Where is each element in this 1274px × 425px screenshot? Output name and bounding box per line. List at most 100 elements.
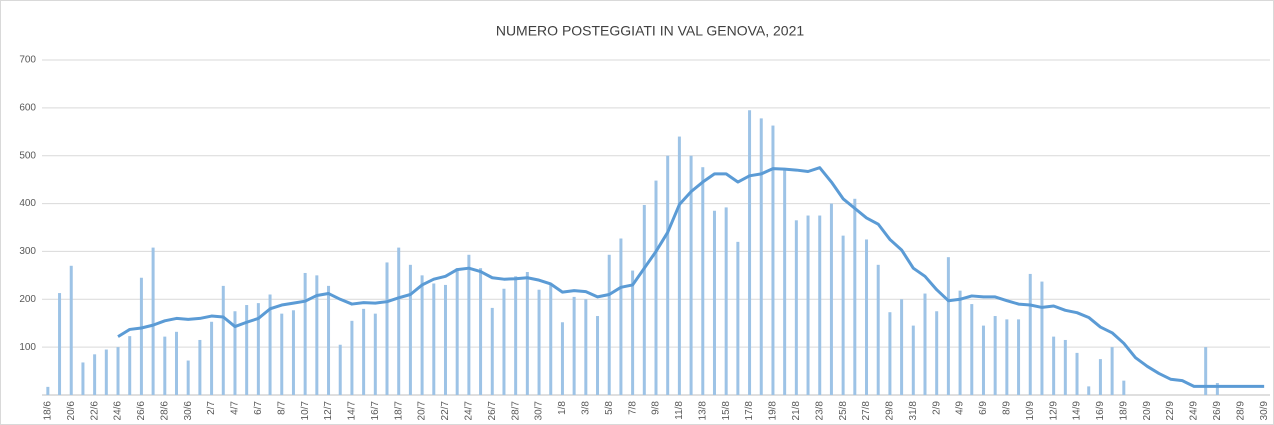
x-tick-label: 6/7 [253, 401, 264, 415]
bar [502, 288, 506, 395]
x-tick-label: 2/7 [206, 401, 217, 415]
x-tick-label: 11/8 [674, 401, 685, 420]
bar [514, 276, 518, 395]
bar [58, 293, 62, 395]
bar [666, 155, 670, 395]
bar [993, 316, 997, 395]
bar [315, 275, 319, 395]
bar [771, 125, 775, 396]
bar [46, 386, 50, 395]
bar [479, 268, 483, 395]
bar [373, 313, 377, 395]
x-tick-label: 14/9 [1072, 401, 1083, 421]
bar [268, 294, 272, 395]
bar [338, 344, 342, 395]
x-tick-label: 8/7 [276, 401, 287, 415]
bar [221, 285, 225, 395]
bar [841, 235, 845, 395]
x-tick-label: 17/8 [744, 401, 755, 421]
bar [584, 299, 588, 395]
y-tick-label: 300 [19, 246, 36, 257]
bar [888, 312, 892, 395]
x-tick-label: 26/9 [1212, 401, 1223, 421]
bar [631, 270, 635, 395]
bar [397, 247, 401, 395]
y-tick-label: 200 [19, 294, 36, 305]
bar [607, 254, 611, 395]
bar [490, 307, 494, 395]
x-tick-label: 3/8 [580, 401, 591, 415]
y-tick-label: 400 [19, 198, 36, 209]
bar [970, 304, 974, 395]
x-tick-label: 20/7 [417, 401, 428, 421]
x-tick-label: 4/7 [230, 401, 241, 415]
bar [560, 322, 564, 395]
bar [724, 207, 728, 395]
bar [420, 275, 424, 395]
bar [1075, 352, 1079, 395]
bar [865, 239, 869, 395]
x-tick-label: 8/9 [1001, 401, 1012, 415]
x-tick-label: 18/6 [42, 401, 53, 421]
x-tick-label: 10/9 [1025, 401, 1036, 421]
bar [1005, 319, 1009, 395]
x-tick-label: 4/9 [955, 401, 966, 415]
bar [572, 296, 576, 395]
bar [233, 311, 237, 395]
y-tick-label: 600 [19, 102, 36, 113]
bar [525, 272, 529, 395]
x-tick-label: 26/7 [487, 401, 498, 421]
x-tick-label: 12/7 [323, 401, 334, 421]
x-tick-label: 15/8 [721, 401, 732, 421]
bar [151, 247, 155, 395]
bar [116, 347, 120, 395]
x-tick-label: 18/7 [393, 401, 404, 421]
bar [981, 325, 985, 395]
y-tick-label: 700 [19, 55, 36, 66]
bar [350, 320, 354, 395]
bar [853, 198, 857, 395]
x-tick-label: 22/9 [1165, 401, 1176, 421]
bar [958, 290, 962, 395]
bar [467, 254, 471, 395]
bar [81, 362, 85, 395]
x-tick-label: 10/7 [300, 401, 311, 421]
bar [935, 311, 939, 395]
bar [93, 354, 97, 395]
bar [1087, 386, 1091, 395]
bar [408, 264, 412, 395]
x-tick-label: 18/9 [1118, 401, 1129, 421]
x-tick-label: 28/7 [510, 401, 521, 421]
bar [104, 349, 108, 395]
x-tick-label: 25/8 [838, 401, 849, 421]
bar [876, 264, 880, 395]
x-tick-label: 1/8 [557, 401, 568, 415]
bar [327, 285, 331, 395]
bar [642, 205, 646, 395]
bar [186, 360, 190, 395]
bar [245, 305, 249, 395]
bar [923, 293, 927, 395]
bar [291, 310, 295, 395]
x-tick-label: 30/7 [534, 401, 545, 421]
bar [654, 180, 658, 395]
bar [1028, 273, 1032, 395]
bar [1110, 347, 1114, 395]
x-tick-label: 5/8 [604, 401, 615, 415]
bar [537, 289, 541, 395]
x-tick-label: 13/8 [697, 401, 708, 421]
bar [1063, 339, 1067, 395]
bar [256, 303, 260, 395]
bar [783, 170, 787, 395]
bar [385, 262, 389, 395]
y-tick-label: 100 [19, 342, 36, 353]
x-tick-label: 27/8 [861, 401, 872, 421]
x-tick-label: 31/8 [908, 401, 919, 421]
x-tick-label: 14/7 [347, 401, 358, 421]
y-tick-label: 500 [19, 150, 36, 161]
x-tick-label: 20/6 [66, 401, 77, 421]
bar [736, 241, 740, 395]
bar [1215, 383, 1219, 395]
